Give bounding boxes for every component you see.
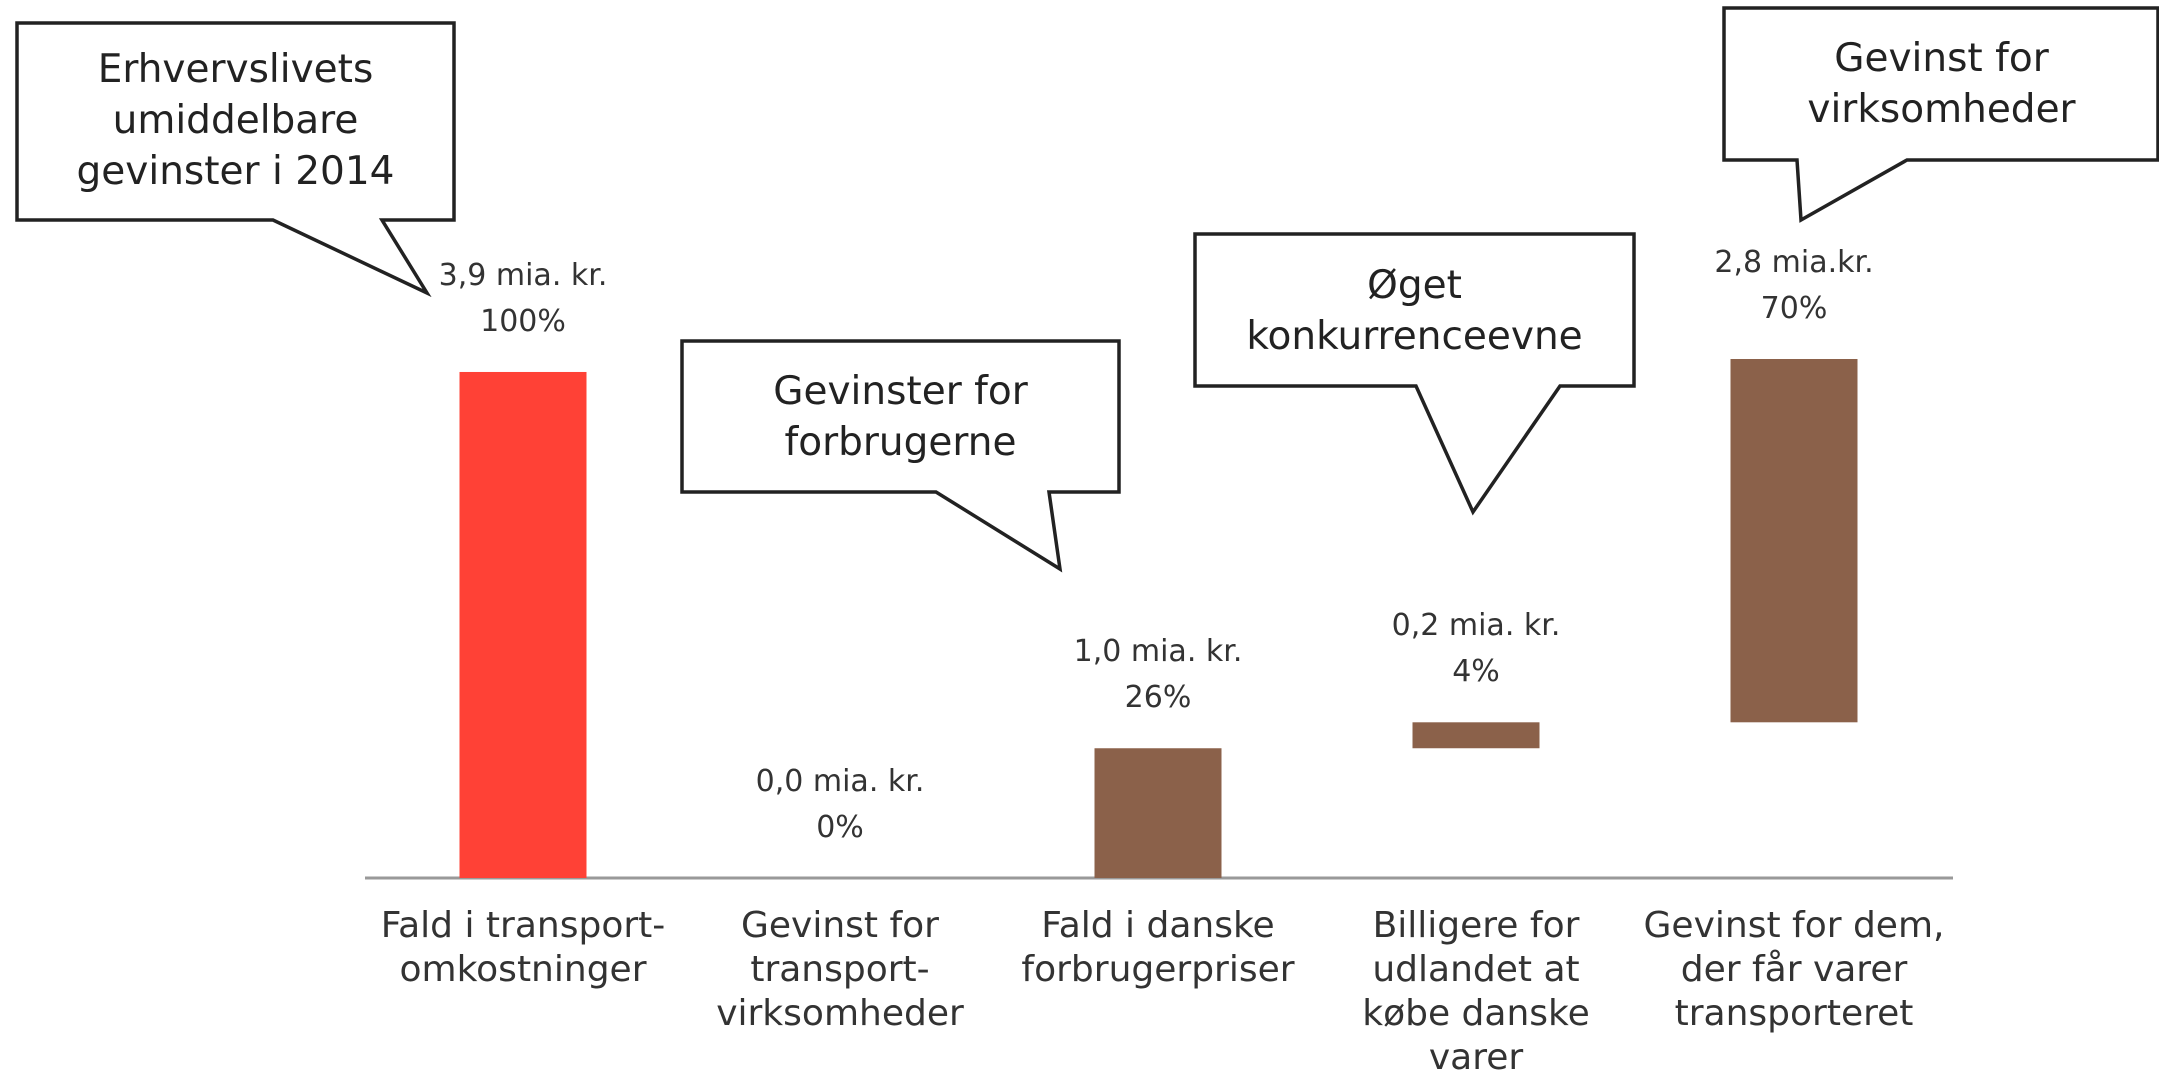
x-tick-label: Billigere for udlandet at købe danske va… — [1362, 905, 1590, 1078]
callout — [1722, 6, 2159, 223]
share-label: 4% — [1452, 654, 1500, 690]
x-tick-label: Gevinst for transport- virksomheder — [716, 905, 964, 1034]
value-label: 0,2 mia. kr. — [1391, 608, 1561, 644]
value-label: 0,0 mia. kr. — [755, 764, 925, 799]
value-label: 2,8 mia.kr. — [1714, 245, 1874, 280]
callout — [1193, 232, 1636, 516]
value-label: 1,0 mia. kr. — [1073, 634, 1243, 670]
callout — [15, 21, 456, 298]
callout — [680, 339, 1121, 573]
share-label: 100% — [480, 303, 566, 339]
share-label: 70% — [1760, 291, 1828, 326]
bar — [1730, 359, 1858, 723]
chart — [15, 6, 2159, 880]
value-label: 3,9 mia. kr. — [438, 257, 608, 293]
share-label: 0% — [816, 810, 864, 845]
bar — [459, 371, 587, 878]
annotation: Gevinst for virksomheder — [1807, 36, 2076, 132]
annotation: Erhvervslivets umiddelbare gevinster i 2… — [76, 47, 395, 194]
page: {"chart_data": {"type": "waterfall", "ca… — [15, 6, 2159, 1078]
share-label: 26% — [1124, 680, 1192, 716]
bar — [1094, 748, 1222, 878]
x-tick-label: Fald i transport- omkostninger — [380, 905, 666, 990]
x-tick-label: Fald i danske forbrugerpriser — [1021, 905, 1295, 990]
annotation: Gevinster for forbrugerne — [773, 369, 1028, 465]
bar — [1412, 722, 1540, 749]
annotation: Øget konkurrenceevne — [1246, 263, 1583, 359]
x-tick-label: Gevinst for dem, der får varer transport… — [1643, 905, 1945, 1034]
